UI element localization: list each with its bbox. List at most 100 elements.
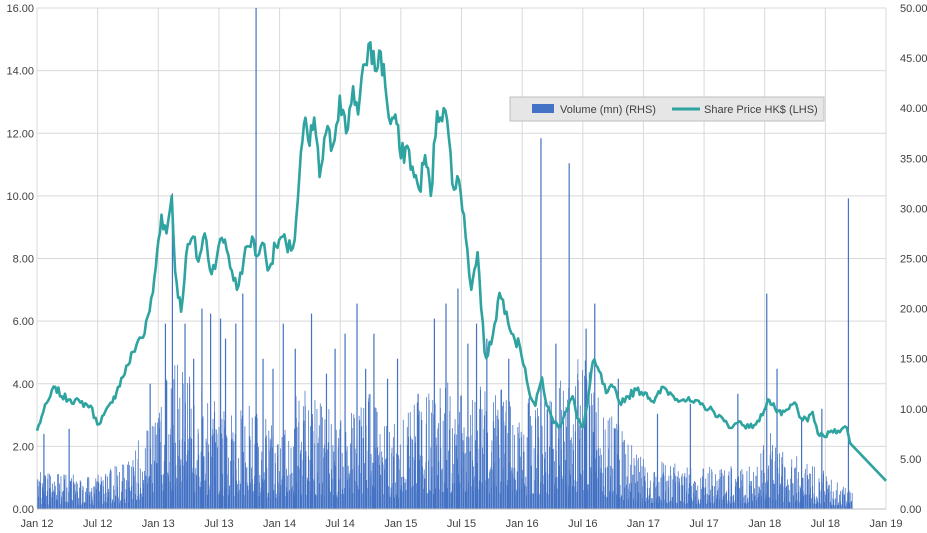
volume-bar — [741, 469, 743, 509]
x-tick-label: Jul 14 — [326, 518, 355, 530]
volume-bar — [312, 431, 314, 509]
volume-spike-bar — [776, 368, 778, 509]
volume-bar — [158, 418, 159, 509]
volume-bar — [701, 488, 702, 509]
volume-bar — [610, 465, 612, 509]
volume-bar — [704, 487, 706, 509]
volume-bar — [798, 491, 800, 509]
volume-bar — [86, 488, 87, 509]
volume-bar — [166, 380, 168, 509]
volume-bar — [226, 474, 228, 509]
volume-bar — [352, 469, 353, 509]
volume-bar — [389, 497, 391, 509]
volume-bar — [394, 497, 396, 509]
volume-bar — [680, 500, 681, 509]
volume-bar — [840, 491, 841, 509]
volume-bar — [338, 479, 340, 509]
volume-bar — [115, 495, 117, 509]
volume-bar — [519, 438, 520, 509]
volume-bar — [94, 486, 96, 509]
volume-bar — [147, 477, 149, 509]
volume-bar — [199, 486, 200, 509]
volume-bar — [491, 469, 493, 509]
volume-bar — [324, 419, 326, 509]
volume-bar — [438, 461, 440, 509]
volume-bar — [647, 499, 649, 509]
y-right-tick-label: 15.00 — [900, 354, 927, 366]
volume-bar — [340, 494, 342, 509]
volume-bar — [182, 371, 183, 509]
volume-bar — [531, 425, 533, 509]
volume-bar — [613, 427, 615, 509]
x-tick-label: Jul 18 — [811, 518, 840, 530]
volume-bar — [487, 432, 488, 509]
volume-bar — [480, 390, 482, 509]
volume-bar — [138, 494, 140, 509]
volume-spike-bar — [43, 433, 45, 509]
volume-bar — [54, 491, 56, 509]
volume-bar — [812, 493, 814, 509]
volume-bar — [524, 486, 526, 509]
volume-bar — [440, 470, 442, 509]
volume-bar — [545, 472, 547, 509]
volume-bar — [708, 495, 709, 509]
volume-bar — [605, 467, 607, 509]
volume-bar — [60, 476, 62, 509]
x-tick-label: Jan 16 — [506, 518, 539, 530]
volume-bar — [347, 465, 349, 509]
volume-bar — [228, 457, 229, 509]
volume-bar — [351, 427, 353, 509]
volume-bar — [582, 370, 583, 509]
volume-bar — [236, 480, 237, 509]
volume-bar — [459, 412, 460, 509]
volume-bar — [752, 500, 753, 509]
volume-bar — [652, 502, 653, 509]
volume-bar — [331, 478, 333, 509]
volume-bar — [71, 478, 72, 509]
volume-bar — [569, 440, 571, 509]
y-right-tick-label: 30.00 — [900, 203, 927, 215]
volume-bar — [667, 487, 669, 509]
volume-bar — [454, 419, 456, 509]
volume-bar — [711, 471, 713, 509]
volume-bar — [639, 471, 641, 509]
volume-bar — [641, 486, 643, 509]
volume-bar — [591, 393, 592, 509]
volume-bar — [549, 415, 551, 509]
volume-bar — [575, 492, 577, 509]
legend-label-volume: Volume (mn) (RHS) — [560, 104, 656, 116]
volume-bar — [788, 484, 789, 509]
volume-bar — [844, 488, 846, 509]
volume-bar — [604, 429, 606, 509]
volume-spike-bar — [475, 323, 478, 509]
volume-bar — [145, 475, 147, 509]
volume-spike-bar — [540, 138, 542, 509]
volume-bar — [332, 445, 334, 509]
volume-bar — [231, 439, 233, 509]
volume-bar — [154, 422, 156, 509]
volume-bar — [579, 405, 581, 509]
volume-bar — [696, 503, 698, 509]
volume-bar — [89, 491, 91, 509]
volume-bar — [277, 444, 279, 509]
volume-bar — [663, 499, 665, 509]
volume-bar — [50, 475, 52, 509]
volume-bar — [271, 425, 272, 509]
y-right-tick-label: 0.00 — [900, 504, 921, 516]
volume-bar — [410, 436, 411, 509]
volume-bar — [529, 397, 530, 509]
y-left-tick-label: 16.00 — [6, 3, 34, 15]
volume-bar — [575, 386, 576, 509]
volume-bar — [484, 480, 486, 509]
volume-bar — [168, 462, 170, 509]
volume-bar — [305, 451, 307, 509]
volume-bar — [221, 438, 223, 509]
volume-bar — [527, 403, 529, 509]
volume-spike-bar — [373, 333, 375, 509]
volume-bar — [629, 483, 630, 509]
volume-bar — [563, 441, 565, 509]
volume-bar — [681, 473, 683, 509]
volume-bar — [614, 428, 616, 509]
volume-bar — [697, 485, 699, 509]
volume-bar — [743, 495, 745, 509]
